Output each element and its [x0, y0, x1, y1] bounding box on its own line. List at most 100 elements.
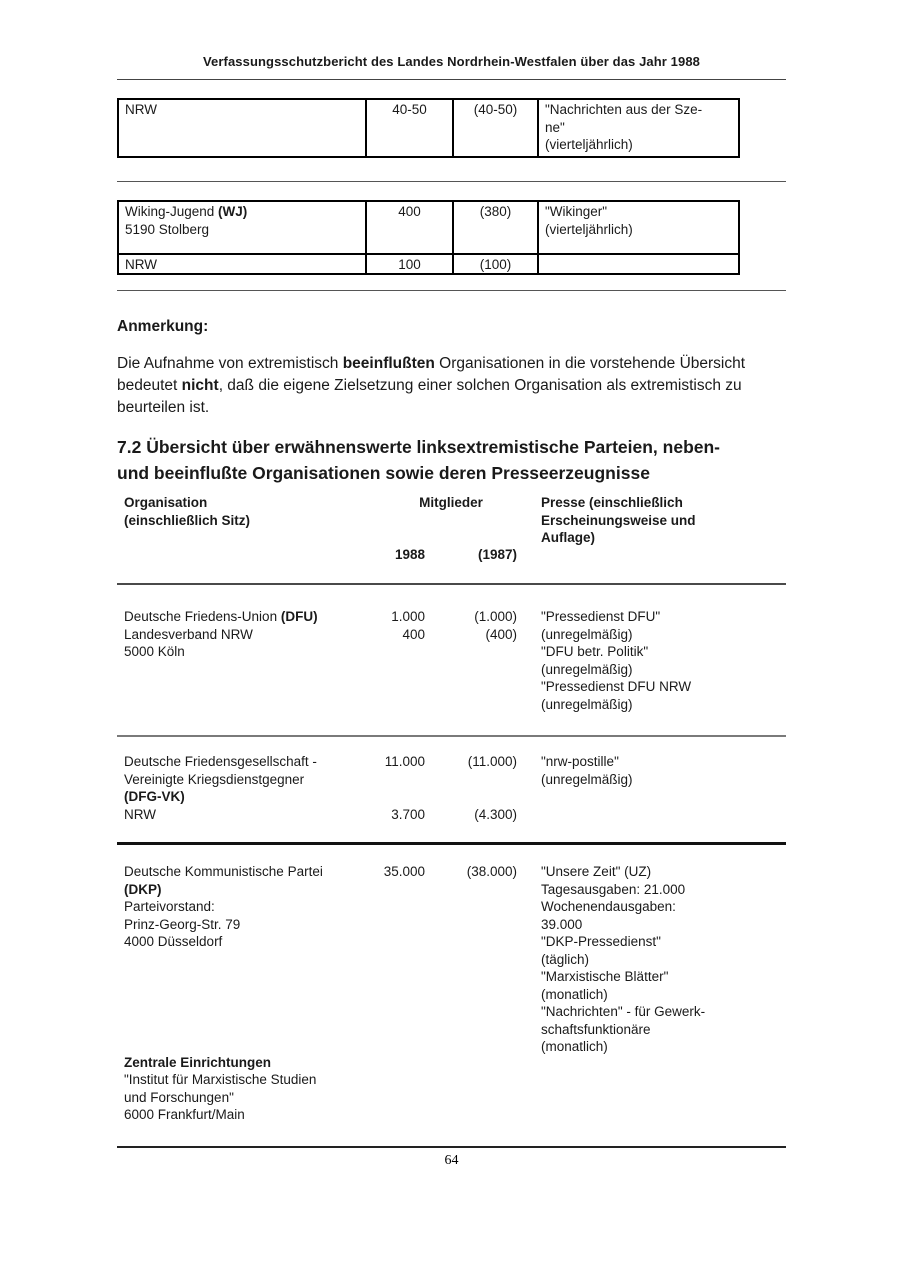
document-page: Verfassungsschutzbericht des Landes Nord… — [117, 0, 786, 1169]
presse-cell — [537, 255, 738, 273]
text-line: (DFG-VK) — [124, 789, 185, 804]
members-1987-cell: (38.000) — [425, 863, 517, 1124]
text-line: (unregelmäßig) — [541, 771, 633, 787]
presse-cell: "Nachrichten aus der Sze-ne" (vierteljähr… — [537, 100, 738, 156]
organisation-cell: Wiking-Jugend (WJ) 5190 Stolberg — [119, 202, 365, 253]
text-line: 400 — [402, 626, 425, 642]
text-line: NRW — [125, 257, 157, 272]
organisation-cell: NRW — [119, 255, 365, 273]
section-heading: 7.2 Übersicht über erwähnenswerte linkse… — [117, 437, 721, 483]
members-1987-cell: (100) — [452, 255, 537, 273]
text-line: 11.000 — [384, 754, 425, 769]
text-line: NRW — [125, 102, 157, 117]
text-line: Vereinigte Kriegsdienstgegner — [124, 771, 305, 787]
text-line: (unregelmäßig) — [541, 661, 633, 677]
text-line: "Pressedienst DFU NRW — [541, 679, 692, 694]
text-line: Zentrale Einrichtungen — [124, 1054, 272, 1070]
text-line: schaftsfunktionäre — [541, 1021, 651, 1037]
text-line: (unregelmäßig) — [541, 626, 633, 642]
members-1988-cell: 100 — [365, 255, 452, 273]
presse-cell: "Unsere Zeit" (UZ) Tagesausgaben: 21.000 W… — [541, 863, 786, 1124]
text-line: "Nachrichten" - für Gewerk- — [541, 1004, 706, 1019]
text-line: (vierteljährlich) — [545, 137, 633, 152]
text-line: (täglich) — [541, 951, 590, 967]
presse-column-header: Presse (einschließlich Erscheinungsweise… — [541, 494, 786, 563]
text-line: 400 — [398, 204, 421, 219]
organisation-cell: NRW — [119, 100, 365, 156]
text-line: und Forschungen" — [124, 1089, 234, 1105]
text-line — [425, 788, 517, 806]
text-line: "DFU betr. Politik" — [541, 644, 649, 659]
text-line: Deutsche Friedens-Union (DFU) — [124, 609, 318, 624]
organisation-cell: Deutsche Friedensgesellschaft - Vereinigt… — [117, 753, 363, 823]
text-line: 39.000 — [541, 916, 583, 932]
text-line: (11.000) — [467, 754, 517, 769]
top-table-wiking-jugend: Wiking-Jugend (WJ) 5190 Stolberg 400 (380) "… — [117, 200, 740, 275]
text-line — [363, 771, 425, 789]
body-text: Die Aufnahme von extremistisch — [117, 355, 343, 372]
members-1988-cell: 11.000 3.700 — [363, 753, 425, 823]
text-line: 35.000 — [383, 864, 425, 879]
page-number: 64 — [444, 1152, 459, 1168]
members-1987-cell: (1.000) (400) — [425, 608, 517, 713]
text-line: "Wikinger" — [545, 204, 608, 219]
members-1987-cell: (11.000) (4.300) — [425, 753, 517, 823]
text-line: 100 — [398, 257, 421, 272]
text-line: (38.000) — [466, 864, 517, 879]
text-line — [425, 771, 517, 789]
text-line: Landesverband NRW — [124, 626, 253, 642]
text-line: 1.000 — [391, 609, 425, 624]
members-1987-cell: (380) — [452, 202, 537, 253]
page-title: Verfassungsschutzbericht des Landes Nord… — [203, 54, 700, 69]
text-line: 3.700 — [391, 806, 425, 822]
organisation-cell: Deutsche Kommunistische Partei (DKP) Parte… — [117, 863, 363, 1124]
body-text: Organisationen in die vorstehende Übersi… — [117, 355, 746, 394]
header-rule — [117, 79, 786, 80]
header-line: Organisation — [124, 495, 208, 510]
header-line: Auflage) — [541, 530, 595, 545]
listing-header: Organisation (einschließlich Sitz) Mitgl… — [117, 494, 786, 563]
text-line: Wochenendausgaben: — [541, 899, 676, 914]
text-line: 5190 Stolberg — [125, 221, 210, 237]
members-1988-cell: 400 — [365, 202, 452, 253]
text-line: (monatlich) — [541, 1039, 608, 1054]
year-subheaders: 1988 (1987) — [363, 546, 517, 564]
text-line: Wiking-Jugend (WJ) — [125, 204, 248, 219]
mitglieder-label: Mitglieder — [419, 495, 483, 510]
text-line: "nrw-postille" — [541, 754, 619, 769]
header-line: Presse (einschließlich — [541, 495, 683, 510]
header-line: (einschließlich Sitz) — [124, 512, 251, 528]
text-line: ne" — [545, 119, 565, 135]
text-line: Deutsche Kommunistische Partei — [124, 864, 323, 879]
separator-rule — [117, 290, 786, 291]
table-row: NRW 40-50 (40-50) "Nachrichten aus der Sze-… — [119, 100, 738, 156]
text-line: 6000 Frankfurt/Main — [124, 1107, 245, 1122]
text-line: 5000 Köln — [124, 644, 185, 659]
text-line: (DKP) — [124, 881, 162, 897]
year-1988-label: 1988 — [394, 546, 425, 562]
table-row: NRW 100 (100) — [119, 253, 738, 273]
text-line: (unregelmäßig) — [541, 696, 633, 712]
presse-cell: "Pressedienst DFU" (unregelmäßig) "DFU bet… — [541, 608, 786, 713]
text-line: (1.000) — [474, 609, 517, 624]
footer-rule — [117, 1145, 786, 1148]
top-table-nrw-szene: NRW 40-50 (40-50) "Nachrichten aus der Sze-… — [117, 98, 740, 158]
text-line: NRW — [124, 806, 156, 822]
table-row: Wiking-Jugend (WJ) 5190 Stolberg 400 (380) "… — [119, 202, 738, 253]
text-line: Tagesausgaben: 21.000 — [541, 881, 686, 897]
text-line: (380) — [479, 204, 512, 219]
row-separator-rule — [117, 842, 786, 845]
organisation-cell: Deutsche Friedens-Union (DFU) Landesverba… — [117, 608, 363, 713]
text-line: (400) — [485, 626, 517, 642]
year-1987-label: (1987) — [477, 546, 517, 562]
header-line: Erscheinungsweise und — [541, 512, 696, 528]
text-line: Prinz-Georg-Str. 79 — [124, 916, 241, 932]
members-1987-cell: (40-50) — [452, 100, 537, 156]
listing-row: Deutsche Friedensgesellschaft - Vereinigt… — [117, 737, 786, 842]
text-line: Parteivorstand: — [124, 899, 215, 914]
listing-header-rule — [117, 583, 786, 585]
anmerkung-text: Die Aufnahme von extremistisch beeinfluß… — [117, 353, 781, 419]
text-line: 4000 Düsseldorf — [124, 934, 223, 949]
text-line — [363, 788, 425, 806]
organisation-listing: Deutsche Friedens-Union (DFU) Landesverba… — [117, 585, 786, 1124]
